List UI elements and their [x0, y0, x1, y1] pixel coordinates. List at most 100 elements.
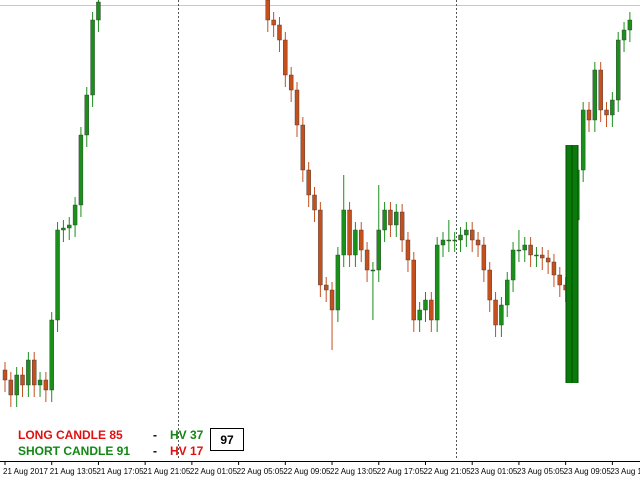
candle-body: [394, 211, 399, 226]
candle-body: [411, 259, 416, 321]
candle-body: [300, 124, 306, 171]
candle-body: [452, 239, 457, 242]
dash: -: [153, 444, 157, 458]
candle-body: [376, 229, 381, 271]
x-tick-label: 21 Aug 21:05: [143, 467, 191, 476]
candle-body: [55, 229, 60, 321]
candle-body: [84, 94, 89, 136]
candle-body: [8, 379, 14, 396]
candle-body: [540, 254, 545, 259]
candle-body: [312, 194, 317, 211]
short-hv: HV 17: [170, 444, 204, 458]
long-label: LONG CANDLE 85: [18, 428, 123, 442]
candle-body: [271, 19, 276, 26]
candle-body: [475, 239, 481, 246]
candle-body: [14, 374, 19, 396]
dash: -: [153, 428, 157, 442]
candle-body: [627, 19, 633, 31]
candle-body: [78, 134, 84, 206]
candle-body: [329, 289, 335, 311]
candle-body: [72, 204, 78, 226]
candle-body: [283, 39, 288, 76]
candle-body: [20, 374, 25, 386]
candle-body: [96, 1, 101, 21]
candle-body: [610, 99, 615, 116]
candle-body: [37, 379, 43, 386]
x-tick-label: 21 Aug 2017: [3, 467, 48, 476]
candle-body: [2, 369, 8, 381]
candle-body: [277, 24, 282, 41]
candle-body: [446, 239, 452, 242]
candle-body: [405, 239, 411, 261]
candle-body: [586, 109, 592, 121]
x-tick-label: 23 Aug 09:05: [564, 467, 612, 476]
candle-body: [516, 249, 522, 252]
x-tick-label: 23 Aug 01:05: [470, 467, 518, 476]
candle-body: [522, 244, 527, 251]
x-tick-label: 21 Aug 17:05: [96, 467, 144, 476]
candle-body: [440, 239, 446, 246]
candle-body: [382, 209, 387, 231]
candle-body: [359, 229, 364, 251]
candle-body: [364, 249, 370, 271]
candle-body: [534, 254, 539, 257]
candle-body: [49, 319, 54, 391]
candle-body: [580, 109, 586, 171]
candle-body: [294, 89, 300, 126]
candle-body: [306, 169, 311, 196]
candle-body: [388, 209, 393, 226]
candle-body: [61, 227, 66, 231]
x-tick-label: 22 Aug 09:05: [283, 467, 331, 476]
x-axis-labels: 21 Aug 2017 21 Aug 13:05 21 Aug 17:05 21 Au…: [3, 461, 640, 476]
candle-body: [510, 249, 516, 281]
x-tick-label: 21 Aug 13:05: [50, 467, 98, 476]
candle-body: [621, 29, 627, 41]
candle-body: [423, 299, 428, 311]
candle-body: [347, 209, 352, 256]
candle-body: [318, 209, 323, 286]
candle-body: [353, 229, 358, 256]
candle-body: [604, 109, 609, 116]
candle-body: [434, 244, 440, 321]
candle-body: [551, 261, 557, 276]
x-tick-label: 22 Aug 05:05: [237, 467, 285, 476]
long-hv: HV 37: [170, 428, 204, 442]
x-tick-label: 22 Aug 13:05: [330, 467, 378, 476]
candle-body: [616, 39, 621, 101]
candle-body: [399, 211, 405, 241]
candle-body: [26, 359, 31, 386]
candle-body: [32, 359, 37, 386]
candle-body: [598, 69, 603, 111]
short-label: SHORT CANDLE 91: [18, 444, 130, 458]
candle-body: [487, 269, 492, 301]
x-tick-label: 22 Aug 01:05: [190, 467, 238, 476]
x-tick-label: 22 Aug 17:05: [377, 467, 425, 476]
candle-body: [481, 244, 487, 271]
x-tick-label: 23 Aug 05:05: [517, 467, 565, 476]
candle-body: [470, 229, 475, 241]
candle-body: [370, 269, 376, 272]
candle-body: [90, 19, 95, 96]
candle-body: [288, 74, 294, 91]
candle-body: [265, 0, 270, 21]
candle-body: [335, 254, 341, 311]
candle-body: [528, 244, 533, 256]
box: [210, 428, 244, 451]
candle-body: [505, 279, 510, 306]
candle-body: [417, 309, 422, 321]
candle-body: [557, 274, 562, 286]
candle-body: [43, 379, 49, 391]
candle-body: [499, 304, 504, 326]
candle-body: [324, 284, 329, 291]
x-tick-label: 22 Aug 21:05: [423, 467, 471, 476]
x-tick-label: 23 Aug 13:05: [610, 467, 640, 476]
candle-body: [592, 69, 598, 121]
candle-body: [67, 224, 72, 229]
candle-body: [429, 299, 434, 321]
candle-body: [545, 257, 551, 263]
candles: [2, 0, 633, 407]
box-value: 97: [220, 433, 234, 447]
candle-body: [458, 234, 463, 241]
